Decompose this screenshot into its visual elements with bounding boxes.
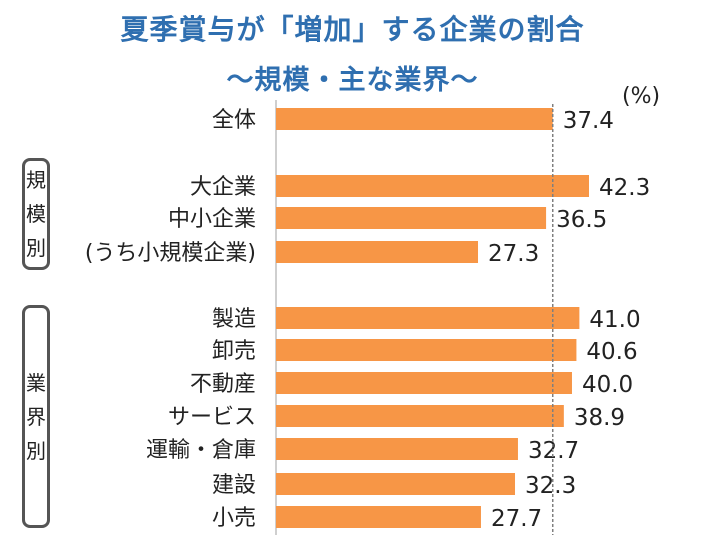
category-label: (うち小規模企業): [85, 241, 256, 266]
category-label: 卸売: [212, 339, 256, 364]
bar: [276, 175, 589, 197]
chart-title: 夏季賞与が「増加」する企業の割合: [120, 13, 585, 46]
unit-label: (%): [622, 84, 661, 109]
category-label: 製造: [212, 307, 256, 332]
category-label: サービス: [168, 405, 256, 430]
category-label: 大企業: [190, 175, 256, 200]
bar: [276, 207, 547, 229]
category-label: 不動産: [190, 372, 256, 397]
group-label-char: 別: [26, 236, 46, 260]
data-label: 38.9: [574, 405, 625, 431]
category-label: 建設: [212, 473, 256, 498]
bar: [276, 405, 564, 427]
data-label: 37.4: [563, 108, 614, 134]
data-label: 32.3: [525, 473, 576, 499]
data-label: 27.7: [491, 506, 542, 532]
bar: [276, 307, 580, 329]
category-label: 運輸・倉庫: [146, 438, 256, 463]
data-label: 32.7: [528, 438, 579, 464]
data-label: 27.3: [488, 241, 539, 267]
bar: [276, 108, 553, 130]
group-label-char: 規: [26, 168, 46, 192]
group-label-size: 規 模 別: [22, 158, 50, 270]
bar: [276, 438, 518, 460]
data-label: 42.3: [599, 175, 650, 201]
bar: [276, 506, 481, 528]
bar: [276, 241, 479, 263]
data-label: 40.6: [586, 339, 637, 365]
data-label: 41.0: [589, 307, 640, 333]
chart-subtitle: ～規模・主な業界～: [226, 65, 479, 96]
data-label: 36.5: [556, 207, 607, 233]
bar: [276, 473, 516, 495]
category-label: 中小企業: [168, 207, 256, 232]
group-label-industry: 業 界 別: [22, 305, 50, 528]
group-label-char: 別: [26, 438, 46, 463]
data-label: 40.0: [582, 372, 633, 398]
bar: [276, 372, 572, 394]
category-label: 全体: [212, 108, 256, 133]
bar: [276, 339, 577, 361]
category-label: 小売: [212, 506, 256, 531]
group-label-char: 界: [26, 404, 46, 429]
group-label-char: 模: [26, 202, 46, 226]
group-label-char: 業: [26, 370, 46, 395]
